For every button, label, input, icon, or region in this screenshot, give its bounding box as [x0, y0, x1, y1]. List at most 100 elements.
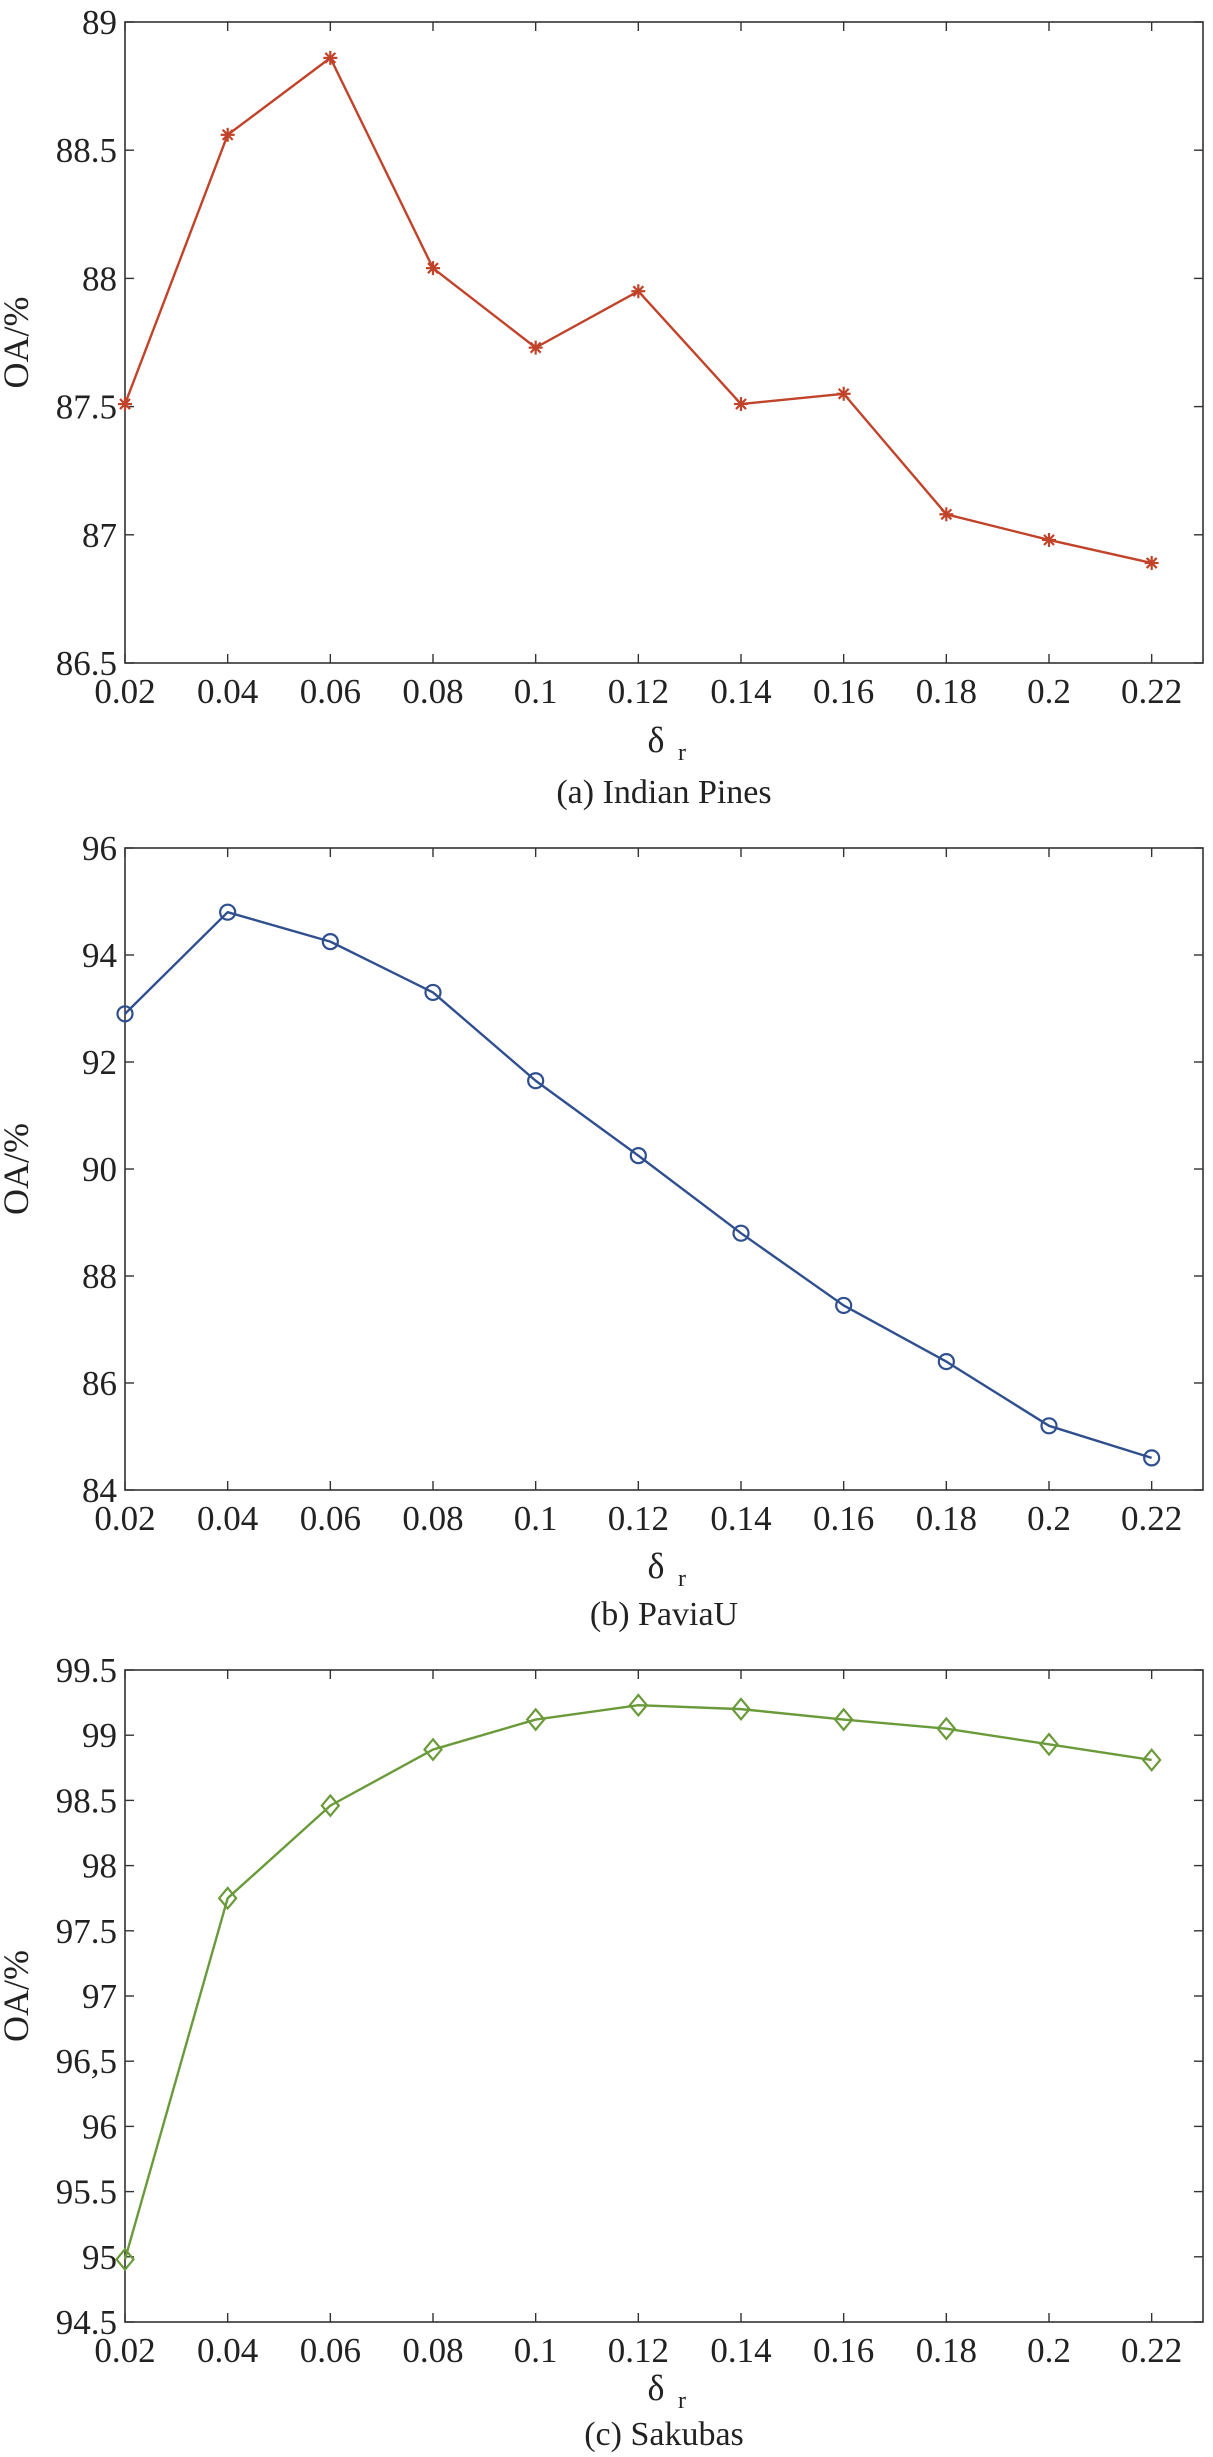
data-point — [527, 1072, 545, 1090]
chart-panel-2: 0.02 0.04 0.06 0.08 0.1 0.12 0.14 0.16 0.18 0.2 0.… — [0, 829, 1204, 1633]
x-tick-label: 0.14 — [710, 1499, 771, 1538]
x-tick-label: 0.16 — [813, 672, 874, 711]
data-point — [1141, 1748, 1162, 1772]
plot-frame — [124, 21, 1204, 664]
y-tick-label: 86.5 — [56, 644, 117, 683]
data-point — [1143, 1449, 1161, 1467]
y-tick-label: 97.5 — [56, 1912, 117, 1951]
y-axis-label: OA/% — [0, 1950, 36, 2042]
plot-frame — [124, 847, 1204, 1491]
data-point — [1042, 532, 1056, 547]
data-point — [115, 2247, 135, 2272]
x-tick-label: 0.1 — [514, 672, 558, 711]
x-tick-label: 0.12 — [608, 2331, 669, 2370]
y-tick-label: 92 — [82, 1043, 117, 1082]
data-point — [321, 933, 339, 951]
data-point — [628, 1693, 649, 1718]
panel-caption: (a) Indian Pines — [556, 774, 771, 811]
data-point — [1144, 556, 1159, 571]
y-tick-label: 96,5 — [56, 2042, 117, 2081]
x-tick-label: 0.18 — [916, 1499, 977, 1538]
y-tick-label: 94.5 — [56, 2303, 117, 2342]
y-tick-label: 95.5 — [56, 2173, 117, 2212]
x-tick-label: 0.12 — [608, 1499, 669, 1538]
x-tick-label: 0.06 — [300, 672, 361, 711]
data-point — [731, 1697, 751, 1722]
data-point — [426, 261, 440, 276]
y-tick-label: 84 — [82, 1471, 117, 1510]
x-tick-label: 0.2 — [1027, 2331, 1071, 2370]
x-tick-label: 0.14 — [710, 672, 771, 711]
panel-caption: (b) PaviaU — [590, 1596, 738, 1633]
x-tick-label: 0.04 — [197, 1499, 258, 1538]
chart-panel-3: 0.02 0.04 0.06 0.08 0.1 0.12 0.14 0.16 0.18 0.2 0.… — [0, 1651, 1204, 2453]
x-tick-label: 0.06 — [300, 2331, 361, 2370]
x-tick-label: 0.06 — [300, 1499, 361, 1538]
x-tick-label: 0.04 — [197, 672, 258, 711]
data-point — [936, 1716, 957, 1741]
x-tick-label: 0.18 — [916, 672, 977, 711]
x-tick-label: 0.12 — [608, 672, 669, 711]
series-line — [123, 56, 1152, 565]
data-point — [939, 507, 954, 522]
x-tick-label: 0.04 — [197, 2331, 258, 2370]
x-tick-label: 0.08 — [402, 1499, 463, 1538]
y-tick-label: 97 — [82, 1977, 117, 2016]
series-line — [123, 1704, 1152, 2260]
data-point — [937, 1352, 955, 1371]
x-tick-label: 0.22 — [1121, 2331, 1182, 2370]
plot-frame — [124, 1669, 1204, 2323]
data-point — [217, 1886, 238, 1911]
x-tick-label: 0.02 — [94, 2331, 155, 2370]
y-tick-label: 98.5 — [56, 1781, 117, 1820]
x-tick-label: 0.08 — [402, 672, 463, 711]
y-tick-label: 87.5 — [56, 388, 117, 427]
data-point — [835, 1296, 853, 1315]
y-tick-label: 96 — [82, 2107, 117, 2146]
data-point — [528, 340, 543, 355]
data-point — [116, 1005, 134, 1023]
y-tick-label: 90 — [82, 1150, 117, 1189]
data-point — [320, 1793, 341, 1818]
data-point — [423, 1737, 443, 1762]
x-tick-label: 0.1 — [514, 1499, 558, 1538]
x-axis-label: δ — [648, 1546, 665, 1586]
y-tick-label: 94 — [82, 936, 117, 975]
y-axis-label: OA/% — [0, 1123, 36, 1215]
x-axis-label-subscript: r — [678, 1566, 686, 1592]
x-axis-label: δ — [648, 720, 665, 760]
y-tick-label: 99.5 — [56, 1651, 117, 1690]
data-point — [732, 1224, 750, 1242]
x-tick-label: 0.08 — [402, 2331, 463, 2370]
data-point — [631, 284, 646, 299]
chart-panel-1: 0.02 0.04 0.06 0.08 0.1 0.12 0.14 0.16 0.18 0.2 0.… — [0, 3, 1204, 811]
x-tick-label: 0.22 — [1121, 1499, 1182, 1538]
data-point — [219, 903, 237, 921]
x-tick-label: 0.2 — [1027, 1499, 1071, 1538]
data-point — [323, 50, 338, 65]
x-tick-label: 0.16 — [813, 1499, 874, 1538]
y-tick-label: 87 — [82, 516, 117, 555]
series-line — [124, 911, 1153, 1460]
y-tick-label: 98 — [82, 1847, 117, 1886]
x-tick-label: 0.2 — [1027, 672, 1071, 711]
x-axis-label: δ — [648, 2368, 665, 2408]
y-tick-label: 96 — [82, 829, 117, 868]
data-point — [424, 983, 442, 1002]
y-axis-label: OA/% — [0, 297, 36, 389]
data-point — [118, 397, 132, 412]
data-point — [525, 1707, 546, 1732]
data-point — [836, 386, 851, 401]
x-tick-label: 0.02 — [94, 1499, 155, 1538]
x-tick-label: 0.14 — [710, 2331, 771, 2370]
x-axis-label-subscript: r — [678, 740, 686, 766]
x-tick-label: 0.1 — [514, 2331, 558, 2370]
data-point — [629, 1147, 647, 1165]
x-tick-label: 0.22 — [1121, 672, 1182, 711]
y-tick-label: 88 — [82, 259, 117, 298]
data-point — [1040, 1417, 1058, 1435]
data-point — [734, 397, 748, 412]
x-tick-label: 0.16 — [813, 2331, 874, 2370]
data-point — [1039, 1732, 1059, 1757]
